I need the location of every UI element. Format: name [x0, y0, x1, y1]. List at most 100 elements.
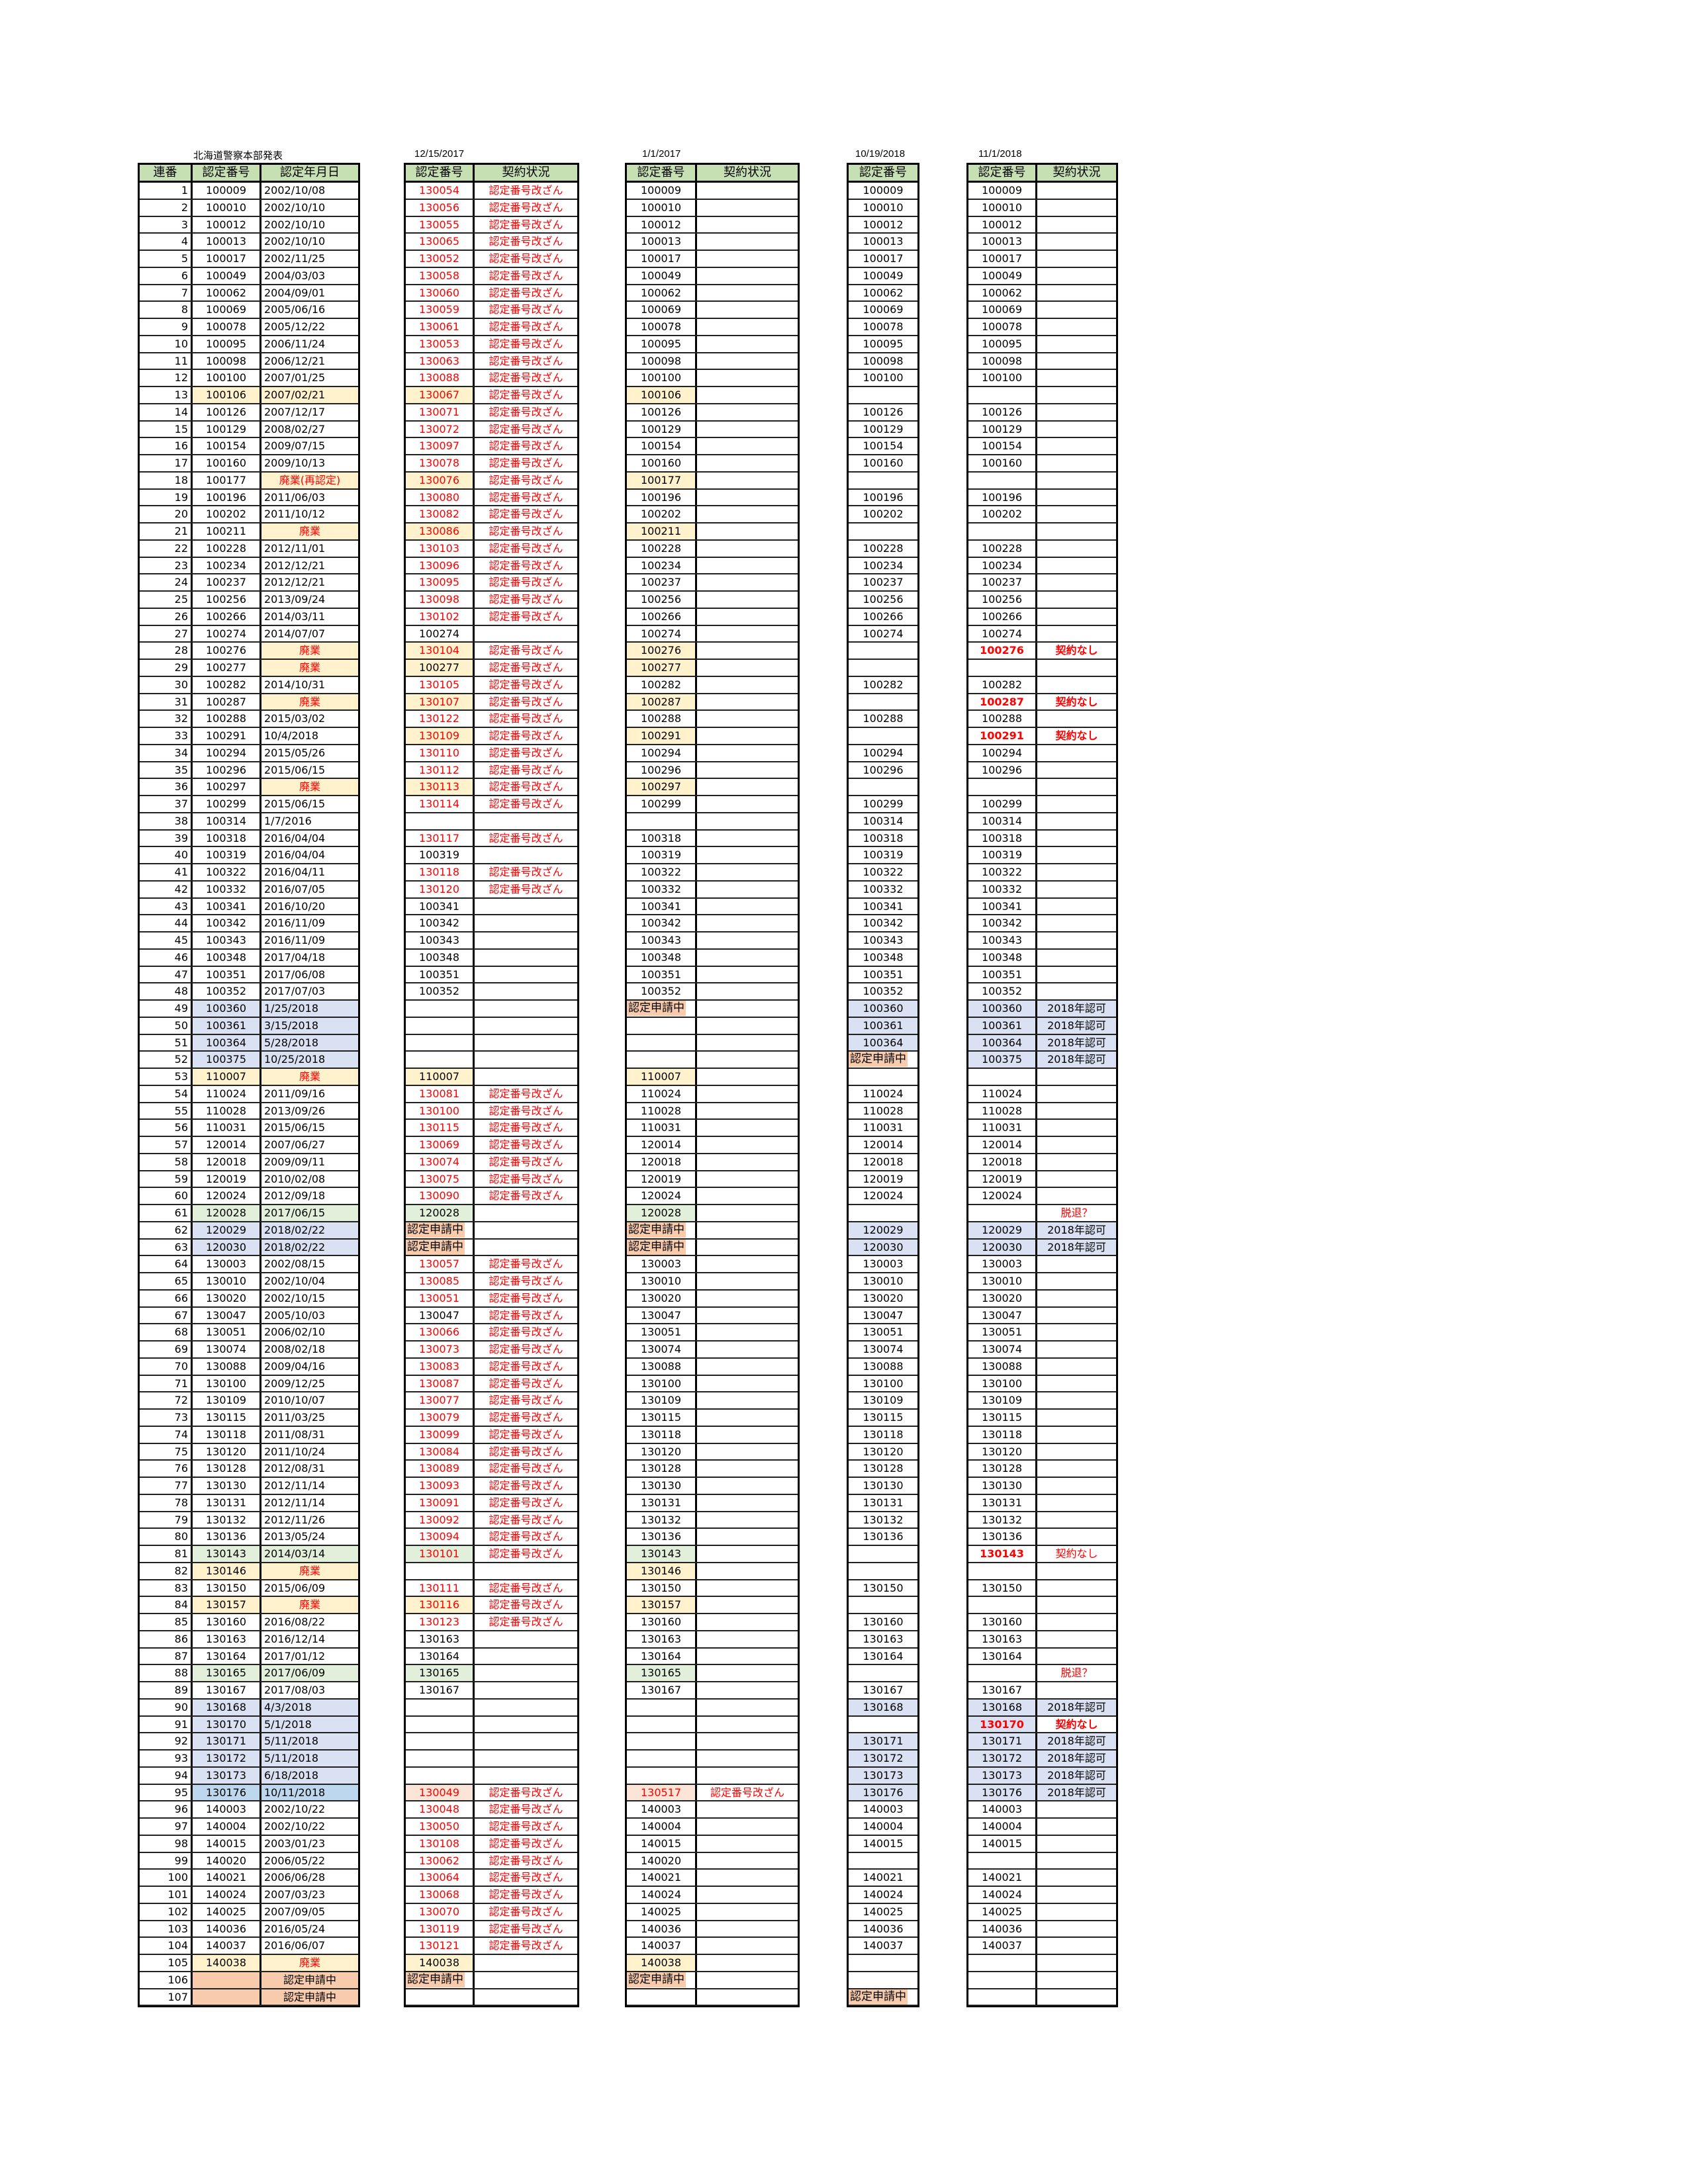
table-cell[interactable]: 認定番号改ざん: [489, 405, 563, 418]
table-cell[interactable]: [1037, 353, 1116, 369]
table-cell[interactable]: 2008/02/27: [264, 422, 326, 435]
table-cell[interactable]: 100360: [849, 1001, 917, 1017]
table-cell[interactable]: 2015/06/09: [264, 1581, 326, 1594]
table-cell[interactable]: 100319: [968, 847, 1037, 863]
table-cell[interactable]: 120030: [968, 1239, 1037, 1255]
table-cell[interactable]: [968, 472, 1037, 488]
table-cell[interactable]: 100069: [193, 302, 261, 318]
table-cell[interactable]: 140025: [863, 1905, 904, 1918]
table-cell[interactable]: 130122: [406, 711, 475, 727]
table-cell[interactable]: [968, 660, 1037, 676]
table-cell[interactable]: 130168: [968, 1699, 1037, 1715]
table-cell[interactable]: 認定番号改ざん: [489, 866, 563, 878]
table-cell[interactable]: 140020: [193, 1852, 261, 1869]
table-cell[interactable]: 認定申請中: [261, 1972, 358, 1988]
table-cell[interactable]: 100288: [968, 711, 1037, 727]
table-cell[interactable]: 140003: [193, 1801, 261, 1817]
table-cell[interactable]: [697, 1546, 798, 1562]
table-cell[interactable]: 130172: [968, 1751, 1037, 1766]
table-cell[interactable]: [1037, 933, 1116, 948]
table-cell[interactable]: [697, 1529, 798, 1545]
table-cell[interactable]: 認定番号改ざん: [489, 439, 563, 453]
table-cell[interactable]: 100237: [193, 574, 261, 590]
table-cell[interactable]: [475, 1001, 577, 1017]
table-cell[interactable]: 130068: [406, 1887, 475, 1903]
table-cell[interactable]: 100234: [193, 557, 261, 574]
table-cell[interactable]: 2009/12/25: [264, 1377, 326, 1390]
table-cell[interactable]: [697, 711, 798, 727]
table-cell[interactable]: 20: [140, 506, 193, 522]
table-cell[interactable]: [697, 643, 798, 659]
table-cell[interactable]: [968, 1665, 1037, 1681]
table-cell[interactable]: 57: [140, 1137, 193, 1153]
table-cell[interactable]: 130050: [406, 1819, 475, 1835]
table-cell[interactable]: [627, 1017, 697, 1034]
table-cell[interactable]: 認定番号改ざん: [489, 1121, 563, 1134]
table-cell[interactable]: [1037, 1188, 1116, 1204]
table-cell[interactable]: [968, 1069, 1037, 1085]
table-cell[interactable]: 39: [140, 830, 193, 846]
table-cell[interactable]: 100282: [193, 676, 261, 693]
table-cell[interactable]: 認定番号改ざん: [489, 1888, 563, 1901]
table-cell[interactable]: 2017/07/03: [264, 985, 326, 998]
table-cell[interactable]: 2017/06/08: [264, 968, 326, 981]
table-cell[interactable]: 18: [140, 472, 193, 488]
table-cell[interactable]: 100: [140, 1870, 193, 1886]
table-cell[interactable]: 100126: [863, 405, 904, 418]
table-cell[interactable]: 130143: [627, 1546, 697, 1562]
table-cell[interactable]: [697, 967, 798, 983]
table-cell[interactable]: [697, 387, 798, 403]
table-cell[interactable]: 認定番号改ざん: [489, 780, 563, 794]
table-cell[interactable]: 100049: [863, 269, 904, 282]
table-cell[interactable]: [627, 1733, 697, 1749]
table-cell[interactable]: 100106: [193, 387, 261, 403]
table-cell[interactable]: 1/7/2016: [264, 814, 312, 827]
table-cell[interactable]: 34: [140, 745, 193, 761]
table-cell[interactable]: [697, 1972, 798, 1988]
table-cell[interactable]: 2011/10/12: [264, 508, 326, 521]
table-cell[interactable]: 2002/10/10: [264, 235, 326, 248]
table-cell[interactable]: 107: [140, 1989, 193, 2005]
table-cell[interactable]: 2016/11/09: [264, 917, 326, 930]
table-cell[interactable]: 100017: [193, 251, 261, 267]
table-cell[interactable]: 認定番号改ざん: [489, 1803, 563, 1816]
table-cell[interactable]: [697, 813, 798, 829]
table-cell[interactable]: 認定番号改ざん: [489, 1530, 563, 1543]
table-cell[interactable]: 5/1/2018: [261, 1716, 358, 1733]
table-cell[interactable]: [697, 847, 798, 863]
table-cell[interactable]: 130085: [406, 1273, 475, 1289]
table-cell[interactable]: 2006/12/21: [264, 354, 326, 367]
table-cell[interactable]: 2015/06/15: [264, 797, 326, 810]
table-cell[interactable]: 契約なし: [1055, 729, 1098, 742]
table-cell[interactable]: 130176: [849, 1784, 917, 1801]
table-cell[interactable]: [697, 626, 798, 642]
table-cell[interactable]: 認定番号改ざん: [710, 1786, 784, 1799]
table-cell[interactable]: [1037, 1171, 1116, 1187]
table-cell[interactable]: 130146: [193, 1563, 261, 1579]
table-cell[interactable]: 130164: [968, 1648, 1037, 1664]
table-cell[interactable]: 130047: [968, 1307, 1037, 1324]
table-cell[interactable]: 130074: [193, 1342, 261, 1357]
table-cell[interactable]: 15: [140, 421, 193, 437]
table-cell[interactable]: [697, 541, 798, 557]
table-cell[interactable]: 42: [140, 881, 193, 897]
table-cell[interactable]: 2016/10/20: [264, 899, 326, 913]
table-cell[interactable]: 130082: [406, 506, 475, 522]
table-cell[interactable]: 130091: [406, 1494, 475, 1511]
table-cell[interactable]: 100078: [863, 320, 904, 333]
table-cell[interactable]: 130150: [968, 1580, 1037, 1596]
table-cell[interactable]: 10/11/2018: [261, 1784, 358, 1801]
table-cell[interactable]: 認定番号改ざん: [489, 1445, 563, 1458]
table-cell[interactable]: 21: [140, 523, 193, 539]
table-cell[interactable]: [1037, 1904, 1116, 1920]
table-cell[interactable]: 130160: [193, 1614, 261, 1630]
table-cell[interactable]: [697, 1649, 798, 1664]
table-cell[interactable]: 100228: [863, 541, 904, 555]
table-cell[interactable]: 100348: [968, 949, 1037, 966]
table-cell[interactable]: 100342: [193, 915, 261, 931]
table-cell[interactable]: 100348: [863, 950, 904, 964]
table-cell[interactable]: 130132: [863, 1513, 904, 1526]
table-cell[interactable]: [1037, 234, 1116, 250]
table-cell[interactable]: 2016/06/07: [264, 1939, 326, 1952]
table-cell[interactable]: 140004: [968, 1819, 1037, 1835]
